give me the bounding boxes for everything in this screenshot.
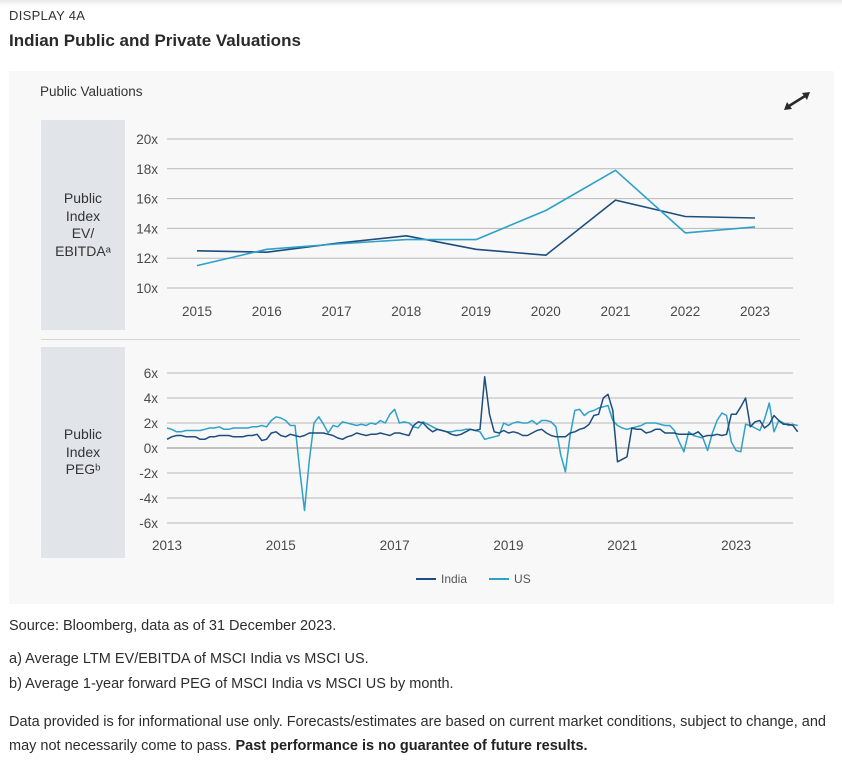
x-tick-label: 2015 [266, 538, 296, 553]
row-label-line: Public [63, 190, 103, 206]
peg-chart: -6x -4x -2x 0x 2x 4x 6x 2013 2015 2017 2019 2021 202… [139, 366, 799, 553]
x-tick-label: 2017 [321, 304, 351, 319]
row-label-line: EV/ [71, 225, 95, 241]
data-point-india [196, 250, 198, 252]
legend-item-us[interactable]: US [489, 572, 531, 586]
row-label-line: EBITDAᵃ [55, 242, 111, 259]
y-tick-label: 12x [136, 251, 158, 266]
y-tick-label: -6x [139, 516, 158, 531]
legend-item-india[interactable]: India [416, 572, 467, 586]
data-point-us [335, 243, 337, 245]
row-label-line: Index [65, 443, 101, 460]
data-point-us [266, 248, 268, 250]
x-tick-label: 2021 [607, 538, 637, 553]
top-shadow [0, 0, 842, 6]
footnote-a: a) Average LTM EV/EBITDA of MSCI India v… [9, 651, 369, 667]
y-tick-label: 10x [136, 281, 158, 296]
x-tick-label: 2023 [740, 304, 770, 319]
x-tick-label: 2021 [600, 304, 630, 319]
row-label-line: Public [63, 426, 103, 443]
data-point-india [405, 235, 407, 237]
x-tick-label: 2018 [391, 304, 421, 319]
y-tick-label: 18x [136, 162, 158, 177]
page-title: Indian Public and Private Valuations [9, 31, 301, 50]
source-note: Source: Bloomberg, data as of 31 Decembe… [9, 618, 337, 634]
y-tick-label: -2x [139, 466, 158, 481]
series-line-india [166, 376, 799, 463]
legend: India US [416, 572, 531, 586]
disclaimer: Data provided is for informational use o… [9, 710, 839, 758]
ev-ebitda-chart: 10x 12x 14x 16x 18x 20x 2015 2016 2017 2018 2019 20… [136, 132, 793, 319]
row-divider [41, 339, 800, 340]
row-label-line: PEGᵇ [65, 461, 101, 478]
data-point-us [754, 226, 756, 228]
x-tick-label: 2016 [252, 304, 282, 319]
expand-arrows-icon [784, 92, 810, 110]
x-tick-label: 2015 [182, 304, 212, 319]
data-point-india [545, 254, 547, 256]
panel-title: Public Valuations [40, 84, 143, 99]
y-tick-label: -4x [139, 491, 158, 506]
data-point-us [614, 169, 616, 171]
x-tick-label: 2022 [670, 304, 700, 319]
series-line-us [196, 169, 756, 267]
expand-button[interactable] [780, 88, 814, 114]
data-point-india [754, 217, 756, 219]
series-line-india [196, 199, 756, 256]
legend-swatch-india [416, 578, 436, 580]
series-line-us [166, 402, 798, 512]
row-label-line: Index [65, 207, 101, 224]
y-tick-label: 4x [144, 391, 159, 406]
display-label: DISPLAY 4A [9, 8, 86, 23]
footnote-b: b) Average 1-year forward PEG of MSCI In… [9, 676, 454, 692]
data-point-india [684, 215, 686, 217]
y-tick-label: 0x [144, 441, 159, 456]
y-tick-label: 14x [136, 221, 158, 236]
data-point-us [405, 238, 407, 240]
chart-panel [9, 71, 834, 604]
x-tick-label: 2019 [461, 304, 491, 319]
data-point-india [266, 251, 268, 253]
y-tick-label: 16x [136, 192, 158, 207]
row-label-ev-ebitda: Public Index EV/ EBITDAᵃ [41, 120, 125, 330]
y-tick-label: 6x [144, 366, 159, 381]
disclaimer-bold: Past performance is no guarantee of futu… [235, 738, 588, 754]
y-tick-label: 20x [136, 132, 158, 147]
data-point-india [475, 248, 477, 250]
legend-label: US [514, 572, 531, 586]
legend-swatch-us [489, 578, 510, 580]
y-tick-label: 2x [144, 416, 159, 431]
data-point-us [475, 238, 477, 240]
x-tick-label: 2020 [531, 304, 561, 319]
data-point-india [614, 199, 616, 201]
data-point-us [684, 232, 686, 234]
x-tick-label: 2023 [721, 538, 751, 553]
x-tick-label: 2013 [152, 538, 182, 553]
x-tick-label: 2017 [380, 538, 410, 553]
data-point-us [545, 209, 547, 211]
legend-label: India [441, 572, 468, 586]
row-label-peg: Public Index PEGᵇ [41, 347, 125, 558]
disclaimer-text: Data provided is for informational use o… [9, 714, 826, 754]
x-tick-label: 2019 [493, 538, 523, 553]
chart-canvas: 10x 12x 14x 16x 18x 20x 2015 2016 2017 2018 2019 20… [136, 132, 799, 553]
data-point-us [196, 264, 198, 266]
